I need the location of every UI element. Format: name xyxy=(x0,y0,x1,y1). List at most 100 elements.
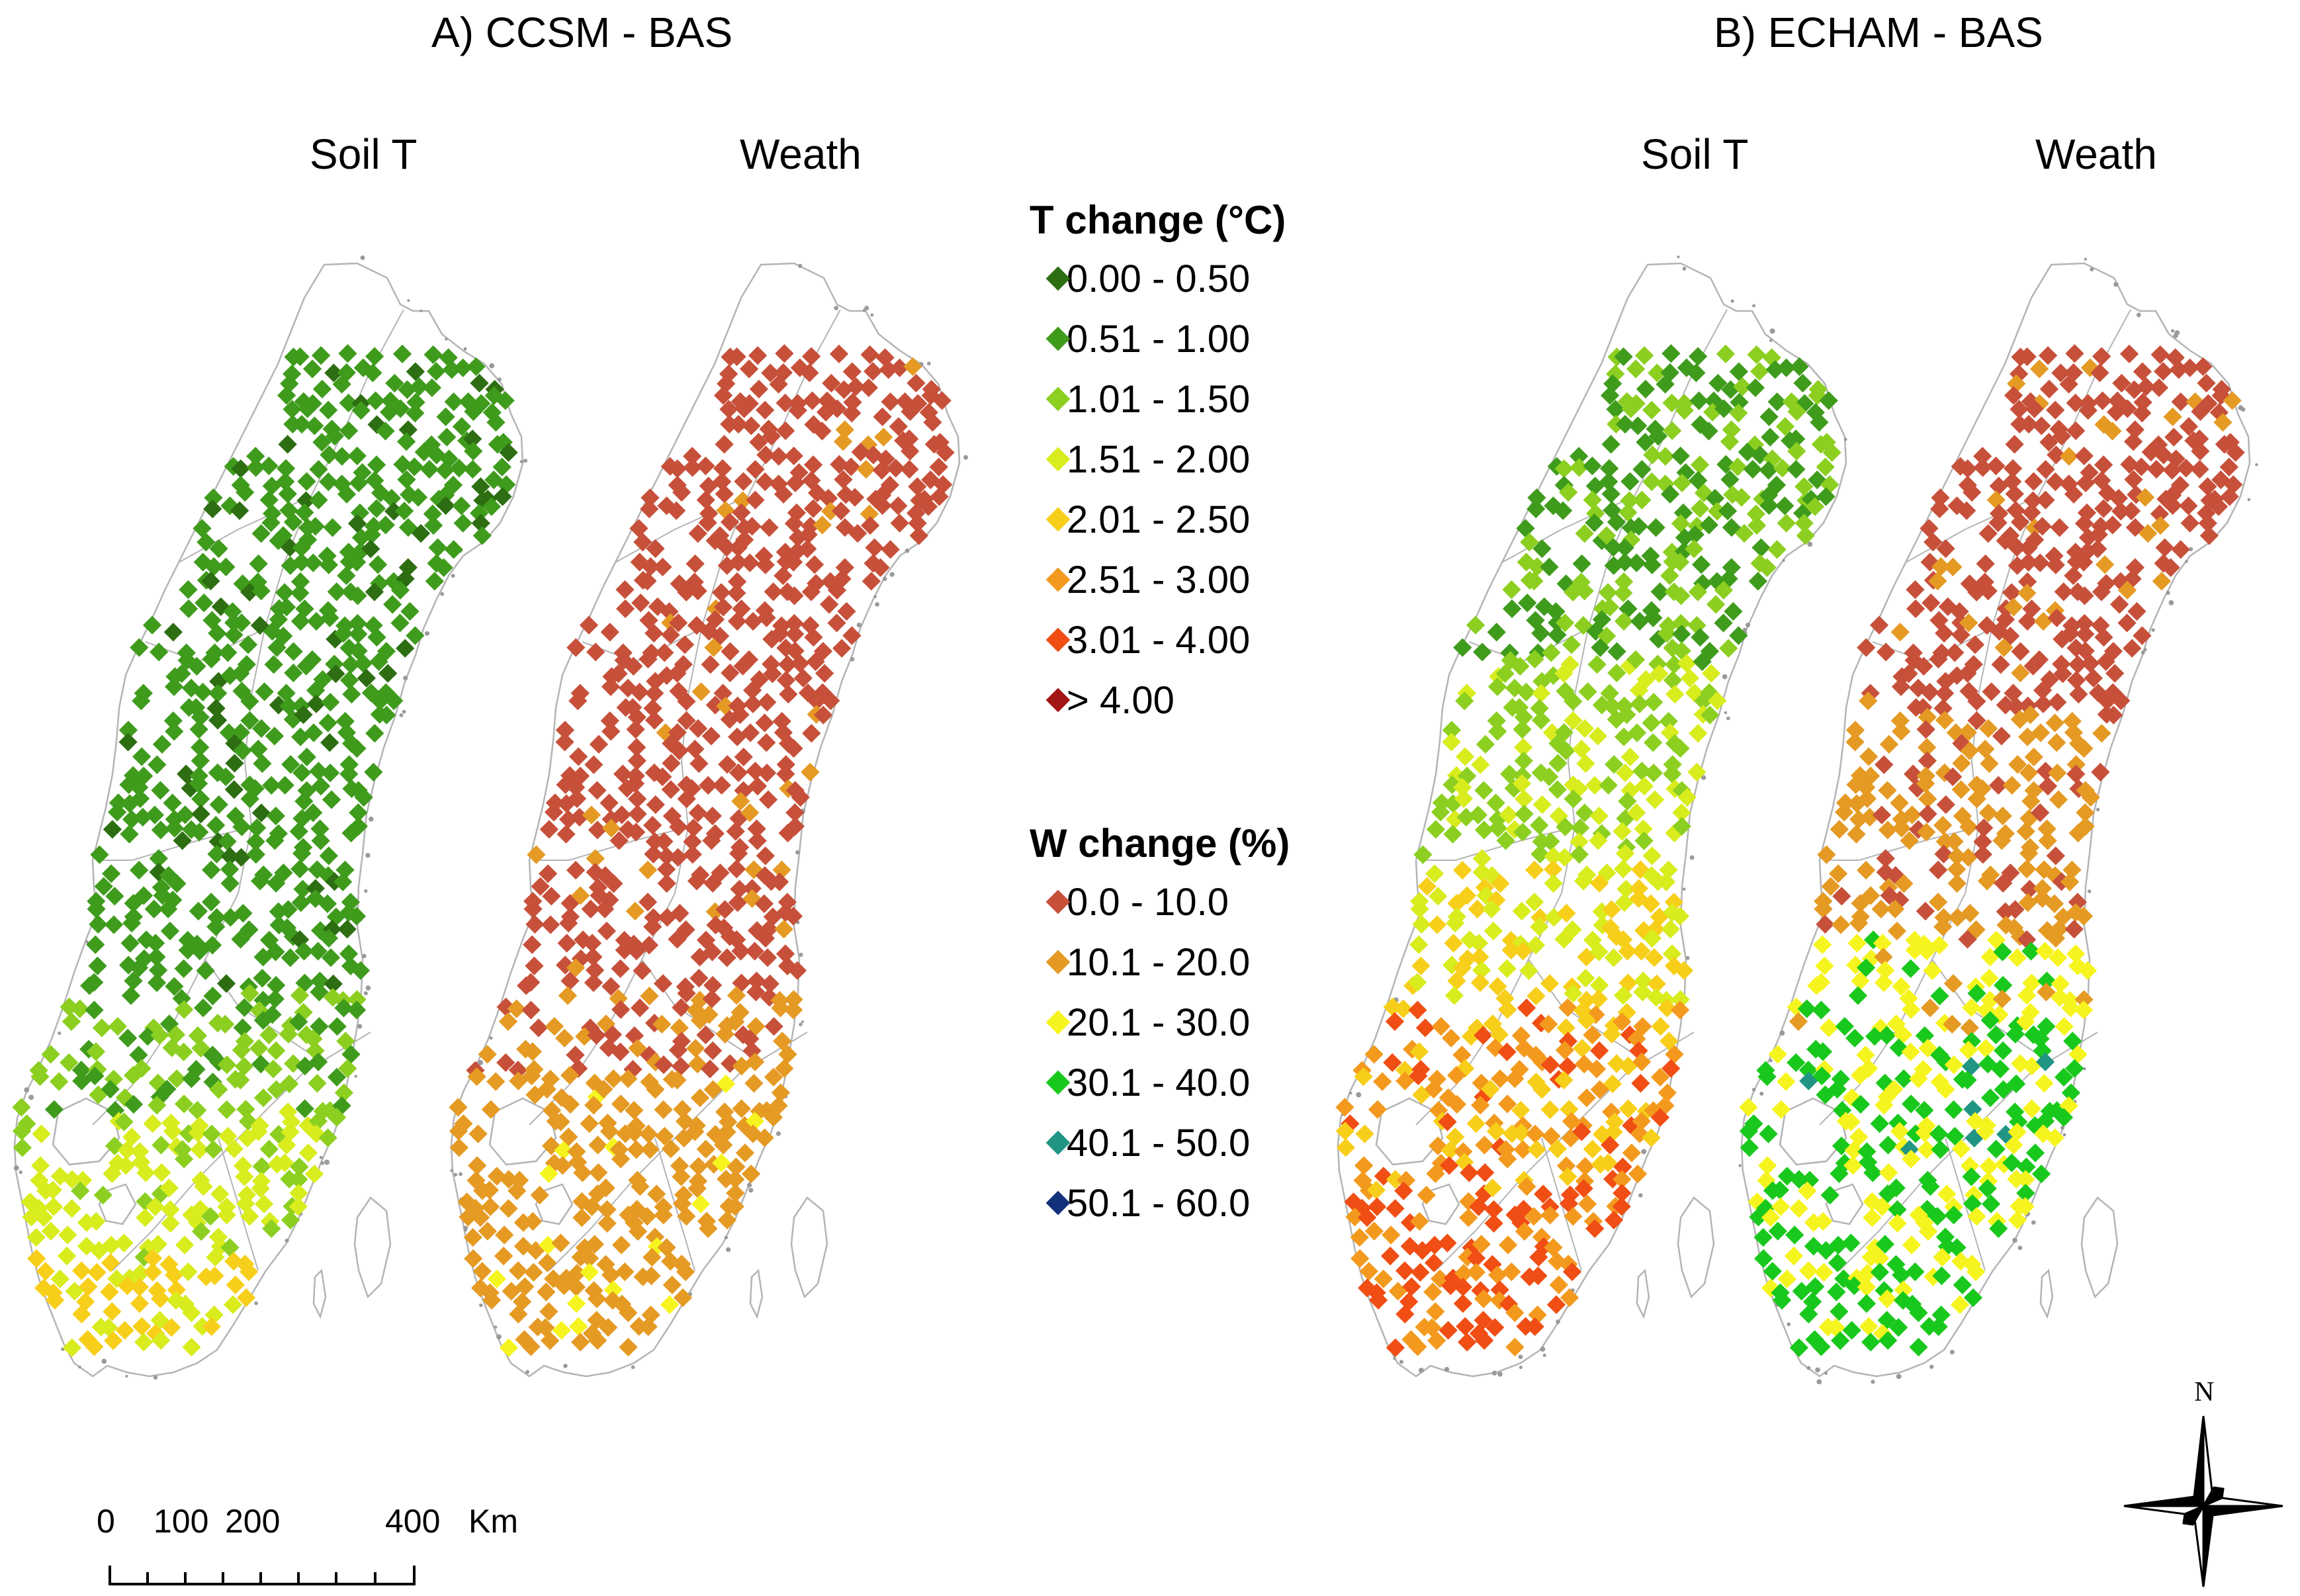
station-marker xyxy=(661,780,680,799)
station-marker xyxy=(190,822,209,842)
station-marker xyxy=(348,613,367,633)
station-marker xyxy=(290,611,310,631)
coast-island xyxy=(2141,650,2145,655)
coast-island xyxy=(2168,599,2174,605)
station-marker xyxy=(62,1199,81,1218)
station-marker xyxy=(420,460,439,479)
station-marker xyxy=(683,832,702,852)
station-marker xyxy=(588,781,607,800)
station-marker xyxy=(320,445,339,465)
station-marker xyxy=(311,346,331,365)
station-marker xyxy=(798,539,817,558)
station-marker xyxy=(580,1114,599,1133)
station-marker xyxy=(784,738,803,758)
station-marker xyxy=(306,611,326,631)
station-marker xyxy=(277,1135,296,1155)
coast-island xyxy=(563,1363,568,1368)
coast-island xyxy=(519,460,523,464)
station-marker xyxy=(609,664,628,684)
station-marker xyxy=(644,711,664,730)
station-marker xyxy=(334,998,353,1018)
station-marker xyxy=(337,920,357,939)
island-outline xyxy=(2080,1196,2119,1299)
station-marker xyxy=(217,1055,237,1075)
station-marker xyxy=(130,638,149,657)
t-legend-row: 1.51 - 2.00 xyxy=(1030,431,1250,488)
station-marker xyxy=(163,623,183,642)
station-marker xyxy=(220,860,240,879)
station-marker xyxy=(103,1164,122,1183)
station-marker xyxy=(172,664,191,684)
station-marker xyxy=(639,1317,658,1337)
station-marker xyxy=(152,734,172,754)
station-marker xyxy=(748,346,768,365)
station-marker xyxy=(586,849,605,868)
station-marker xyxy=(757,764,777,783)
station-marker xyxy=(567,789,587,809)
station-marker xyxy=(410,377,429,396)
station-marker xyxy=(349,817,368,836)
station-marker xyxy=(209,539,228,558)
station-marker xyxy=(700,1059,720,1079)
station-marker xyxy=(159,1178,179,1198)
station-marker xyxy=(566,777,586,797)
station-marker xyxy=(644,844,663,864)
station-marker xyxy=(721,642,740,661)
station-marker xyxy=(657,860,676,879)
station-marker xyxy=(1734,523,1754,543)
station-marker xyxy=(117,1141,136,1160)
station-marker xyxy=(85,1066,105,1086)
station-marker xyxy=(701,655,720,674)
station-marker xyxy=(499,1170,519,1189)
station-marker xyxy=(601,1265,621,1285)
station-marker xyxy=(1714,399,1734,418)
station-marker xyxy=(521,973,541,992)
station-marker xyxy=(499,443,518,463)
station-marker xyxy=(687,1179,707,1198)
station-marker xyxy=(294,705,313,725)
station-marker xyxy=(774,566,793,586)
station-marker xyxy=(414,443,433,462)
coast-island xyxy=(360,255,365,260)
station-marker xyxy=(740,803,760,822)
coast-island xyxy=(399,713,404,717)
coast-island xyxy=(856,622,862,628)
station-marker xyxy=(306,517,325,536)
w-legend-label: 10.1 - 20.0 xyxy=(1067,940,1251,984)
station-marker xyxy=(312,433,332,452)
w-legend-row: 30.1 - 40.0 xyxy=(1030,1054,1250,1111)
coast-island xyxy=(85,940,89,944)
station-marker xyxy=(785,625,805,644)
coast-island xyxy=(2084,257,2088,261)
station-marker xyxy=(735,1143,755,1163)
station-marker xyxy=(62,1170,82,1189)
map-b-soil-title: Soil T xyxy=(1641,130,1749,178)
station-marker xyxy=(555,732,574,752)
station-marker xyxy=(666,501,686,520)
w-legend-label: 20.1 - 30.0 xyxy=(1067,1000,1251,1044)
coast-island xyxy=(403,676,408,681)
station-marker xyxy=(785,473,805,492)
station-marker xyxy=(570,807,589,827)
station-marker xyxy=(310,819,330,838)
station-marker xyxy=(70,999,89,1018)
station-marker xyxy=(468,1156,487,1175)
coast-island xyxy=(369,817,374,822)
station-marker xyxy=(249,739,268,759)
station-marker xyxy=(351,961,371,980)
station-marker xyxy=(627,789,647,809)
station-marker xyxy=(758,693,777,712)
station-marker xyxy=(449,1122,468,1141)
station-marker xyxy=(94,877,113,896)
coast-island xyxy=(1685,955,1690,960)
coast-island xyxy=(1896,1374,1902,1380)
station-marker xyxy=(747,819,766,838)
station-marker xyxy=(499,1199,518,1218)
station-marker xyxy=(769,447,789,466)
coast-island xyxy=(2136,312,2141,318)
station-marker xyxy=(233,741,252,760)
station-marker xyxy=(1777,513,1796,533)
station-marker xyxy=(574,1027,594,1046)
station-marker xyxy=(89,914,108,934)
w-legend-label: 0.0 - 10.0 xyxy=(1067,880,1229,924)
